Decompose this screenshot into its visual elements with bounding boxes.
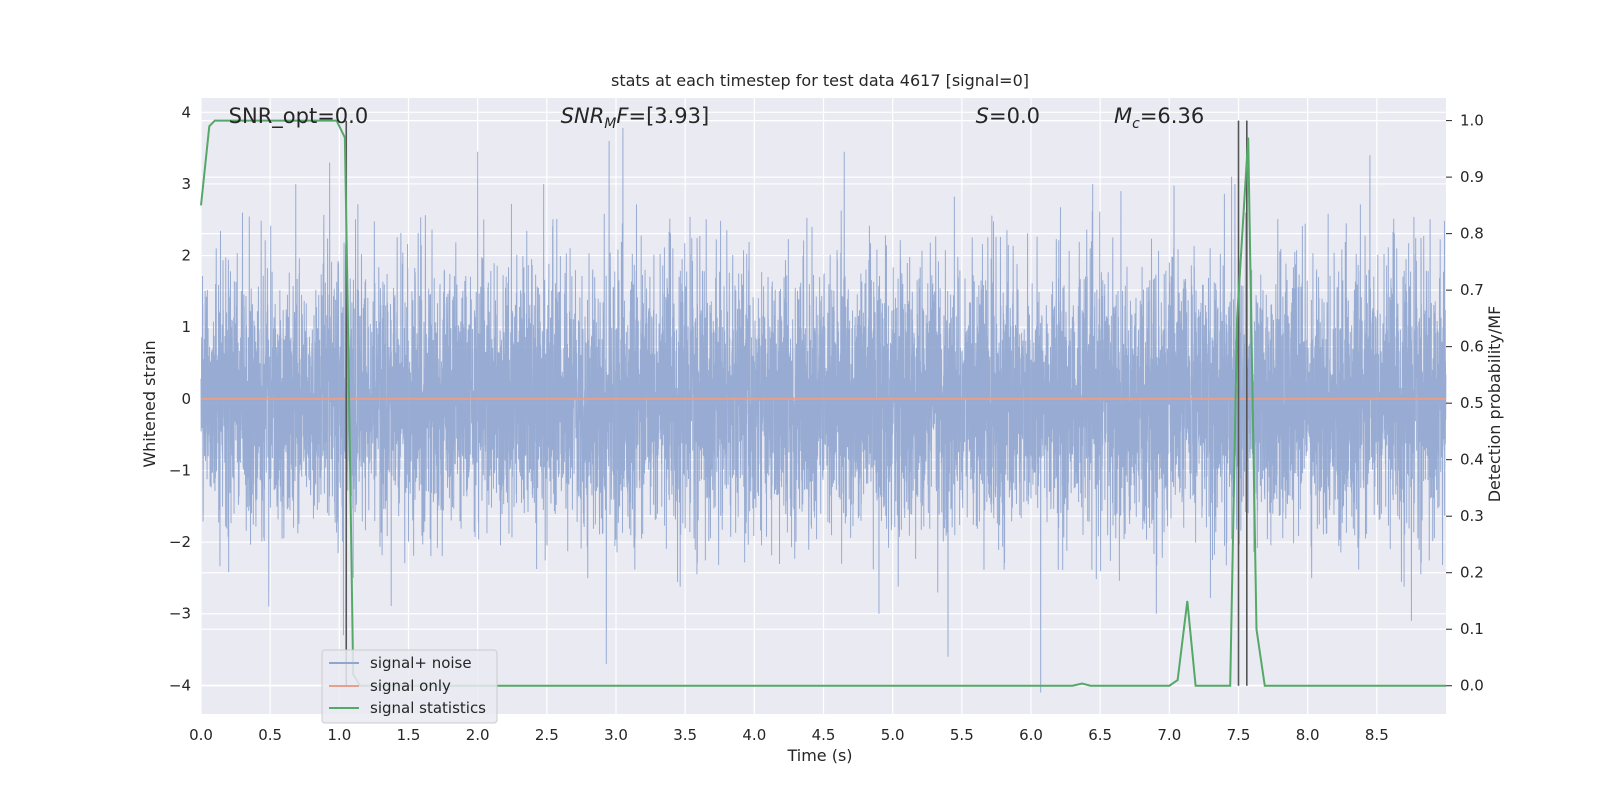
x-tick-label: 4.0 — [742, 726, 766, 744]
y-right-tick-label: 0.6 — [1460, 338, 1484, 356]
legend: signal+ noise signal only signal statist… — [321, 649, 498, 724]
signal-statistics-line — [200, 119, 1446, 687]
x-tick-label: 5.5 — [950, 726, 974, 744]
y-axis-label: Whitened strain — [140, 340, 159, 467]
legend-label-signal-only: signal only — [370, 677, 451, 695]
x-tick-label: 6.5 — [1088, 726, 1112, 744]
x-tick-label: 4.5 — [812, 726, 836, 744]
annotation-snr-mf: SNRMF=[3.93] — [561, 104, 710, 132]
x-tick-label: 0.0 — [189, 726, 213, 744]
annotation-s-value: S=0.0 — [976, 104, 1040, 128]
tick-labels: 0.0 0.5 1.0 1.5 2.0 2.5 3.0 3.5 4.0 4.5 5.0 5.5 6.0 6… — [169, 103, 1484, 744]
x-axis-label: Time (s) — [786, 746, 852, 765]
y-right-tick-label: 0.2 — [1460, 564, 1484, 582]
y-tick-label: 0 — [181, 390, 191, 408]
y-right-tick-label: 0.7 — [1460, 281, 1484, 299]
legend-label-signal-statistics: signal statistics — [370, 699, 486, 717]
y-right-tick-label: 0.9 — [1460, 168, 1484, 186]
x-tick-label: 2.0 — [466, 726, 490, 744]
y-tick-label: −3 — [169, 605, 191, 623]
y-tick-label: −2 — [169, 533, 191, 551]
x-tick-label: 0.5 — [258, 726, 282, 744]
y-right-tick-label: 1.0 — [1460, 112, 1484, 130]
x-tick-label: 8.0 — [1296, 726, 1320, 744]
x-tick-label: 1.0 — [327, 726, 351, 744]
x-tick-label: 3.0 — [604, 726, 628, 744]
x-tick-label: 7.5 — [1227, 726, 1251, 744]
x-tick-label: 5.0 — [881, 726, 905, 744]
y-tick-label: 3 — [181, 175, 191, 193]
y-right-tick-label: 0.5 — [1460, 394, 1484, 412]
y-axis-right-label: Detection probability/MF — [1485, 306, 1504, 503]
chart-title: stats at each timestep for test data 461… — [611, 71, 1029, 90]
x-tick-label: 7.0 — [1157, 726, 1181, 744]
y-tick-label: −1 — [169, 461, 191, 479]
y-right-tick-label: 0.4 — [1460, 451, 1484, 469]
y-tick-label: −4 — [169, 676, 191, 694]
annotations: SNR_opt=0.0 SNRMF=[3.93] S=0.0 Mc=6.36 — [229, 104, 1205, 132]
y-right-tick-label: 0.8 — [1460, 225, 1484, 243]
x-tick-label: 2.5 — [535, 726, 559, 744]
y-tick-label: 1 — [181, 318, 191, 336]
x-tick-label: 3.5 — [673, 726, 697, 744]
x-tick-label: 6.0 — [1019, 726, 1043, 744]
annotation-snr-opt: SNR_opt=0.0 — [229, 104, 369, 129]
legend-label-signal-noise: signal+ noise — [370, 654, 472, 672]
y-tick-label: 4 — [181, 103, 191, 121]
line-series — [200, 119, 1446, 687]
legend-box — [321, 649, 498, 724]
x-tick-label: 8.5 — [1365, 726, 1389, 744]
annotation-chirp-mass: Mc=6.36 — [1114, 104, 1204, 132]
y-right-tick-label: 0.3 — [1460, 507, 1484, 525]
y-right-tick-label: 0.0 — [1460, 677, 1484, 695]
y-right-tick-label: 0.1 — [1460, 620, 1484, 638]
x-tick-label: 1.5 — [397, 726, 421, 744]
y-tick-label: 2 — [181, 247, 191, 265]
